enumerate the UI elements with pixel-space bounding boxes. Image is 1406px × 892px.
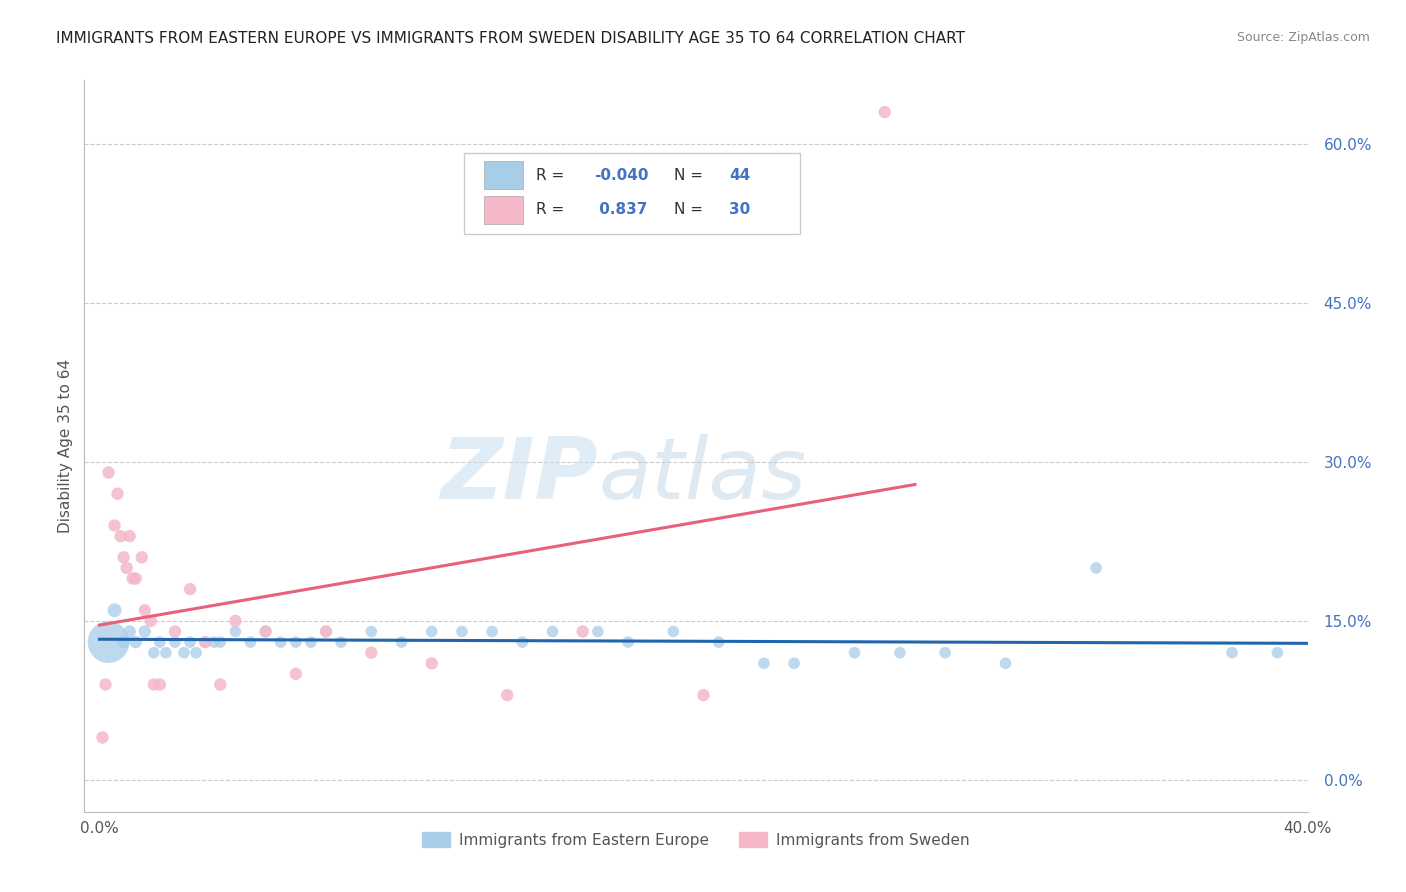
Point — [451, 624, 474, 639]
Text: 30: 30 — [728, 202, 751, 218]
Point — [315, 624, 337, 639]
Point — [91, 731, 114, 745]
Point — [110, 529, 132, 543]
Point — [107, 486, 129, 500]
Point — [299, 635, 322, 649]
Point — [179, 635, 201, 649]
Y-axis label: Disability Age 35 to 64: Disability Age 35 to 64 — [58, 359, 73, 533]
Point — [420, 657, 443, 671]
Point — [202, 635, 225, 649]
Point — [692, 688, 714, 702]
Point — [224, 614, 246, 628]
Point — [184, 646, 207, 660]
Point — [94, 677, 117, 691]
Text: -0.040: -0.040 — [595, 168, 650, 183]
Legend: Immigrants from Eastern Europe, Immigrants from Sweden: Immigrants from Eastern Europe, Immigran… — [415, 824, 977, 855]
Point — [360, 624, 382, 639]
Point — [121, 572, 143, 586]
Point — [844, 646, 866, 660]
Point — [994, 657, 1017, 671]
Point — [134, 603, 156, 617]
Point — [254, 624, 277, 639]
Text: 0.837: 0.837 — [595, 202, 648, 218]
Point — [1085, 561, 1108, 575]
Point — [496, 688, 519, 702]
Point — [284, 667, 307, 681]
Text: N =: N = — [673, 168, 707, 183]
Text: IMMIGRANTS FROM EASTERN EUROPE VS IMMIGRANTS FROM SWEDEN DISABILITY AGE 35 TO 64: IMMIGRANTS FROM EASTERN EUROPE VS IMMIGR… — [56, 31, 966, 46]
Point — [224, 624, 246, 639]
Point — [118, 624, 141, 639]
Point — [149, 635, 172, 649]
Point — [163, 624, 186, 639]
Point — [103, 518, 125, 533]
Point — [889, 646, 911, 660]
Text: ZIP: ZIP — [440, 434, 598, 516]
Point — [115, 561, 138, 575]
Text: Source: ZipAtlas.com: Source: ZipAtlas.com — [1237, 31, 1371, 45]
Text: 44: 44 — [728, 168, 751, 183]
Text: R =: R = — [536, 202, 569, 218]
Point — [481, 624, 503, 639]
Point — [125, 572, 148, 586]
Point — [510, 635, 533, 649]
Text: atlas: atlas — [598, 434, 806, 516]
Point — [360, 646, 382, 660]
Point — [173, 646, 195, 660]
Point — [783, 657, 806, 671]
Point — [142, 646, 165, 660]
Point — [179, 582, 201, 596]
Point — [139, 614, 162, 628]
Point — [155, 646, 177, 660]
Text: N =: N = — [673, 202, 707, 218]
Point — [118, 529, 141, 543]
Point — [391, 635, 413, 649]
Point — [330, 635, 353, 649]
Point — [934, 646, 956, 660]
Point — [112, 635, 135, 649]
FancyBboxPatch shape — [464, 153, 800, 234]
Point — [707, 635, 730, 649]
Point — [142, 677, 165, 691]
FancyBboxPatch shape — [484, 196, 523, 224]
Point — [97, 635, 120, 649]
Point — [1220, 646, 1243, 660]
Point — [586, 624, 609, 639]
Point — [97, 466, 120, 480]
Point — [1267, 646, 1289, 660]
Point — [134, 624, 156, 639]
Point — [315, 624, 337, 639]
Point — [662, 624, 685, 639]
Point — [194, 635, 217, 649]
FancyBboxPatch shape — [484, 161, 523, 189]
Point — [873, 105, 896, 120]
Point — [112, 550, 135, 565]
Point — [617, 635, 640, 649]
Point — [194, 635, 217, 649]
Point — [209, 635, 232, 649]
Point — [131, 550, 153, 565]
Point — [239, 635, 262, 649]
Point — [541, 624, 564, 639]
Point — [420, 624, 443, 639]
Point — [752, 657, 775, 671]
Point — [209, 677, 232, 691]
Point — [163, 635, 186, 649]
Point — [125, 635, 148, 649]
Point — [571, 624, 593, 639]
Point — [149, 677, 172, 691]
Point — [284, 635, 307, 649]
Text: R =: R = — [536, 168, 569, 183]
Point — [270, 635, 292, 649]
Point — [103, 603, 125, 617]
Point — [254, 624, 277, 639]
